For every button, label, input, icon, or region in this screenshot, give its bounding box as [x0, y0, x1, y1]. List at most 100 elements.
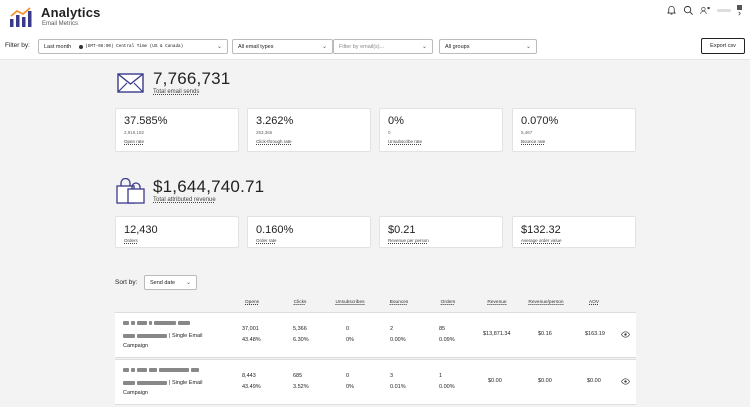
- metric-value: $0.21: [388, 224, 416, 236]
- metric-card-order-rate: 0.160% Order rate: [247, 216, 371, 248]
- column-header-orders[interactable]: Orders: [440, 300, 456, 305]
- email-filter-placeholder: Filter by email(s)...: [339, 43, 385, 50]
- page-subtitle: Email Metrics: [42, 21, 79, 27]
- revenue-value: $0.00: [488, 378, 502, 384]
- header-actions: [666, 5, 742, 16]
- metric-label: Open rate: [124, 139, 145, 144]
- search-icon[interactable]: [683, 5, 694, 16]
- metric-card-orders: 12,430 Orders: [115, 216, 239, 248]
- aov-value: $0.00: [587, 378, 601, 384]
- revenue-value: $13,871.34: [483, 331, 511, 337]
- metric-label: Order rate: [256, 238, 277, 243]
- clicks-count: 685: [293, 373, 303, 379]
- export-csv-button[interactable]: Export csv: [701, 38, 745, 54]
- aov-value: $163.19: [585, 331, 605, 337]
- email-name-redacted: [123, 367, 201, 373]
- bell-icon[interactable]: [666, 5, 677, 16]
- chevron-down-icon: ⌄: [216, 44, 222, 50]
- column-header-revenue-per-person[interactable]: Revenue/person: [528, 300, 564, 305]
- date-range-value: Last month: [44, 43, 72, 50]
- email-type: | Single Email: [123, 380, 203, 386]
- email-type: | Single Email: [123, 333, 203, 339]
- email-types-select[interactable]: All email types ⌄: [232, 39, 333, 54]
- filter-bar: Filter by: Last month (GMT-06:00) Centra…: [0, 36, 750, 60]
- user-account-icon[interactable]: [700, 5, 711, 16]
- column-header-clicks[interactable]: Clicks: [293, 300, 307, 305]
- metric-count: 2,919,182: [124, 130, 145, 135]
- timezone-value: (GMT-06:00) Central Time (US & Canada): [85, 44, 184, 49]
- metric-value: 3.262%: [256, 115, 294, 127]
- metric-value: $132.32: [521, 224, 561, 236]
- orders-rate: 0.00%: [439, 384, 455, 390]
- grid-icon[interactable]: [737, 5, 742, 10]
- filter-label: Filter by:: [5, 42, 30, 49]
- table-row[interactable]: | Single Email Campaign 37,001 43.48% 5,…: [115, 312, 636, 358]
- metric-label: Average order value: [521, 238, 562, 243]
- metric-label: Click-through rate: [256, 139, 292, 144]
- opens-rate: 43.48%: [242, 337, 261, 343]
- chevron-down-icon: ⌄: [321, 44, 327, 50]
- column-header-revenue[interactable]: Revenue: [487, 300, 507, 305]
- orders-rate: 0.09%: [439, 337, 455, 343]
- groups-value: All groups: [445, 43, 470, 50]
- eye-icon[interactable]: [621, 378, 630, 385]
- column-header-opens[interactable]: Opens: [244, 300, 260, 305]
- sort-select[interactable]: Send date ⌄: [144, 275, 197, 290]
- revenue-per-person-value: $0.00: [538, 378, 552, 384]
- total-email-sends-value: 7,766,731: [153, 69, 231, 88]
- metric-card-open-rate: 37.585% 2,919,182 Open rate: [115, 108, 239, 152]
- analytics-logo-icon: [10, 7, 32, 27]
- chevron-down-icon: ⌄: [421, 44, 427, 50]
- email-name-redacted: [123, 320, 192, 326]
- eye-icon[interactable]: [621, 331, 630, 338]
- orders-count: 85: [439, 326, 446, 332]
- metric-label: Orders: [124, 238, 138, 243]
- column-header-aov[interactable]: AOV: [588, 300, 600, 305]
- bounces-rate: 0.01%: [390, 384, 406, 390]
- email-filter-input[interactable]: Filter by email(s)... ⌄: [333, 39, 433, 54]
- metric-count: 253,365: [256, 130, 273, 135]
- metric-card-bounce-rate: 0.070% 5,467 Bounce rate: [512, 108, 636, 152]
- opens-rate: 43.49%: [242, 384, 261, 390]
- metric-value: 0.070%: [521, 115, 559, 127]
- metric-value: 37.585%: [124, 115, 168, 127]
- table-row[interactable]: | Single Email Campaign 8,443 43.49% 685…: [115, 359, 636, 405]
- bounces-count: 3: [390, 373, 394, 379]
- metric-value: 12,430: [124, 224, 158, 236]
- clicks-rate: 3.52%: [293, 384, 309, 390]
- sort-label: Sort by:: [115, 279, 138, 286]
- clock-icon: [79, 44, 84, 49]
- clicks-count: 5,366: [293, 326, 307, 332]
- envelope-icon: [117, 73, 144, 93]
- metric-label: Revenue per person: [388, 238, 429, 243]
- metric-count: 5,467: [521, 130, 533, 135]
- date-range-select[interactable]: Last month (GMT-06:00) Central Time (US …: [38, 39, 228, 54]
- groups-select[interactable]: All groups ⌄: [439, 39, 537, 54]
- column-header-unsubscribes[interactable]: Unsubscribes: [335, 300, 365, 305]
- column-header-bounces[interactable]: Bounces: [389, 300, 409, 305]
- metric-card-click-through-rate: 3.262% 253,365 Click-through rate: [247, 108, 371, 152]
- shopping-bag-icon: [116, 178, 145, 204]
- extension-icons: [737, 5, 742, 16]
- total-revenue-label: Total attributed revenue: [153, 197, 216, 203]
- chevron-right-icon[interactable]: [737, 11, 742, 16]
- unsubscribes-count: 0: [346, 373, 350, 379]
- clicks-rate: 6.30%: [293, 337, 309, 343]
- metric-label: Bounce rate: [521, 139, 546, 144]
- chevron-down-icon: ⌄: [185, 280, 191, 286]
- metric-label: Unsubscribe rate: [388, 139, 423, 144]
- email-types-value: All email types: [238, 43, 274, 50]
- unsubscribes-count: 0: [346, 326, 350, 332]
- opens-count: 37,001: [242, 326, 259, 332]
- timezone-select[interactable]: (GMT-06:00) Central Time (US & Canada): [79, 44, 183, 49]
- email-category: Campaign: [123, 390, 149, 396]
- revenue-per-person-value: $0.16: [538, 331, 552, 337]
- account-name-placeholder: [717, 9, 731, 12]
- orders-count: 1: [439, 373, 443, 379]
- total-revenue-value: $1,644,740.71: [153, 177, 265, 196]
- metric-count: 0: [388, 130, 391, 135]
- opens-count: 8,443: [242, 373, 256, 379]
- total-email-sends-label: Total email sends: [153, 89, 200, 95]
- app-header: Analytics Email Metrics: [0, 0, 750, 36]
- unsubscribes-rate: 0%: [346, 337, 354, 343]
